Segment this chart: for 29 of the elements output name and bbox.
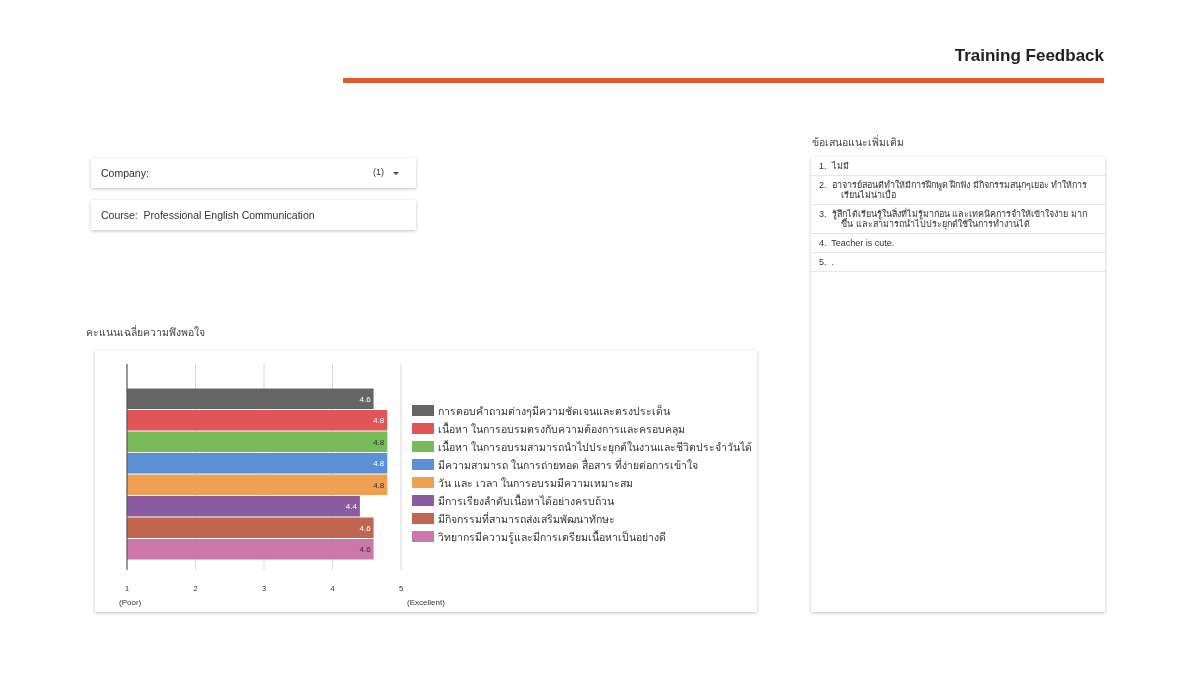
text: (1)	[373, 167, 384, 177]
text: Company:	[101, 167, 149, 179]
legend-label: เนื้อหา ในการอบรมตรงกับความต้องการและครอบคลุม	[438, 421, 685, 436]
legend-label: มีการเรียงลำดับเนื้อหาได้อย่างครบถ้วน	[438, 493, 614, 507]
legend-label: เนื้อหา ในการอบรมสามารถนำไปประยุกต์ในงานและชีวิตประจำวันได้	[438, 439, 752, 454]
text: ข้อเสนอแนะเพิ่มเติม	[812, 134, 904, 150]
legend-label: มีความสามารถ ในการถ่ายทอด สื่อสาร ที่ง่ายต่อการเข้าใจ	[438, 457, 698, 471]
text: 3. รู้สึกได้เรียนรู้ในสิ่งที่ไม่รู้มาก่อน และเทคนิคการจำให้เข้าใจง่าย มากขึ้น และสามารถนำไปประยุกต์ใช้ในการทำงานได้	[819, 209, 1088, 229]
data-label: 4.8	[373, 416, 385, 426]
text: 4. Teacher is cute.	[819, 238, 896, 248]
chart-title: คะแนนเฉลี่ยความพึงพอใจ	[86, 324, 205, 340]
legend-label: การตอบคำถามต่างๆมีความชัดเจนและตรงประเด็น	[438, 403, 670, 418]
data-label: 4.8	[373, 437, 385, 447]
legend-label: มีกิจกรรมที่สามารถส่งเสริมพัฒนาทักษะ	[438, 511, 615, 525]
text: 5. .	[819, 257, 835, 267]
data-label: 4.8	[373, 459, 385, 469]
text: Course: Professional English Communication	[101, 209, 315, 221]
text: (Poor)	[119, 598, 142, 607]
data-label: 4.6	[359, 545, 372, 555]
text: (Excellent)	[407, 598, 446, 607]
data-label: 4.6	[359, 523, 372, 533]
text: Training Feedback	[954, 46, 1104, 66]
data-label: 4.6	[359, 394, 372, 404]
text: 2. อาจารย์สอนดีทำให้มีการฝึกพูด ฝึกฟัง มีกิจกรรมสนุกๆเยอะ ทำให้การเรียนไม่น่าเบื่อ	[819, 180, 1088, 200]
data-label: 4.4	[345, 502, 358, 512]
legend-label: วิทยากรมีความรู้และมีการเตรียมเนื้อหาเป็นอย่างดี	[438, 529, 666, 544]
text: 1. ไม่มี	[819, 161, 850, 171]
data-label: 4.8	[373, 480, 385, 490]
legend-label: วัน และ เวลา ในการอบรมมีความเหมาะสม	[438, 476, 633, 489]
